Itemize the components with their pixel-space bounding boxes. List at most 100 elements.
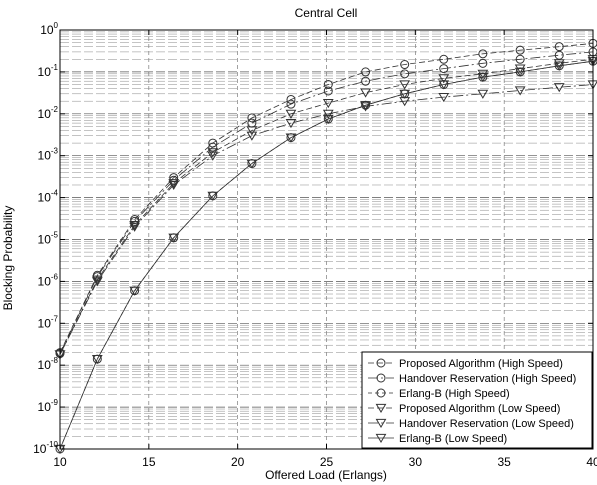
- data-point: [477, 69, 489, 79]
- x-tick-label: 30: [409, 455, 423, 469]
- data-point: [400, 69, 410, 79]
- series-line: [59, 58, 594, 355]
- data-point: [285, 118, 297, 129]
- legend-label: Handover Reservation (Low Speed): [399, 418, 574, 430]
- data-point: [207, 191, 219, 201]
- data-point: [399, 80, 411, 90]
- data-point: [247, 113, 257, 123]
- data-point: [439, 54, 449, 64]
- data-point: [246, 126, 258, 136]
- legend-marker: [376, 373, 386, 383]
- x-tick-label: 35: [497, 455, 511, 469]
- data-point: [553, 59, 565, 69]
- data-point: [438, 80, 450, 90]
- data-point: [360, 102, 371, 112]
- data-point: [477, 89, 489, 99]
- y-tick-label: 10-1: [38, 63, 59, 79]
- data-point: [361, 67, 371, 77]
- marker-layer: [54, 38, 597, 455]
- y-axis-label: Blocking Probability: [1, 206, 15, 311]
- legend: Proposed Algorithm (High Speed) Handover …: [361, 351, 593, 449]
- data-point: [168, 180, 180, 191]
- data-point: [360, 88, 371, 98]
- y-tick-label: 10-7: [38, 314, 59, 330]
- data-point: [286, 94, 296, 104]
- legend-marker: [376, 388, 386, 398]
- x-tick-label: 10: [53, 455, 67, 469]
- data-point: [91, 354, 103, 365]
- data-point: [477, 73, 489, 83]
- data-point: [323, 80, 333, 90]
- x-axis-label: Offered Load (Erlangs): [265, 468, 387, 482]
- data-point: [514, 67, 526, 77]
- y-tick-label: 10-6: [38, 272, 59, 288]
- data-point: [515, 54, 525, 64]
- data-point: [399, 89, 411, 99]
- y-tick-label: 10-3: [38, 147, 59, 163]
- y-tick-label: 10-2: [38, 105, 59, 121]
- data-point: [515, 45, 525, 55]
- legend-label: Erlang-B (Low Speed): [399, 433, 507, 445]
- y-tick-label: 10-8: [38, 356, 59, 372]
- data-point: [400, 60, 410, 70]
- x-tick-label: 15: [142, 455, 156, 469]
- data-point: [322, 114, 334, 125]
- data-point: [168, 233, 180, 243]
- data-point: [91, 275, 103, 285]
- data-point: [514, 64, 526, 74]
- data-point: [208, 142, 218, 152]
- data-point: [207, 151, 219, 161]
- legend-marker: [375, 433, 387, 444]
- data-point: [438, 74, 450, 84]
- x-tick-label: 25: [320, 455, 334, 469]
- series-line: [59, 43, 594, 353]
- data-point: [361, 76, 371, 86]
- x-tick-label: 20: [231, 455, 245, 469]
- legend-marker: [375, 418, 387, 429]
- data-point: [285, 109, 297, 119]
- series-layer: [59, 43, 594, 450]
- legend-label: Proposed Algorithm (High Speed): [399, 358, 563, 370]
- series-line: [59, 84, 594, 355]
- data-point: [322, 109, 334, 119]
- y-tick-label: 10-4: [38, 189, 59, 205]
- data-point: [91, 277, 103, 287]
- x-tick-label: 40: [586, 455, 597, 469]
- chart-title: Central Cell: [295, 6, 358, 20]
- data-point: [207, 148, 219, 158]
- data-point: [514, 86, 526, 96]
- y-tick-label: 10-9: [38, 398, 59, 414]
- data-point: [553, 83, 565, 93]
- data-point: [246, 131, 258, 141]
- data-point: [553, 61, 565, 71]
- data-point: [323, 86, 333, 96]
- legend-label: Erlang-B (High Speed): [399, 388, 510, 400]
- legend-marker: [376, 358, 386, 368]
- data-point: [168, 179, 180, 189]
- data-point: [438, 93, 450, 103]
- series-line: [59, 51, 594, 354]
- data-point: [246, 159, 258, 169]
- data-point: [360, 101, 371, 111]
- legend-label: Handover Reservation (High Speed): [399, 373, 576, 385]
- legend-box: [361, 351, 593, 449]
- data-point: [129, 222, 140, 232]
- data-point: [439, 64, 449, 74]
- data-point: [129, 286, 140, 296]
- legend-label: Proposed Algorithm (Low Speed): [399, 403, 560, 415]
- tick-layer: 10 15 20 25 30 35 40 100 10-1 10-2 10-3 10-4 10-5 10-…: [33, 21, 597, 469]
- data-point: [129, 221, 140, 231]
- data-point: [286, 99, 296, 109]
- data-point: [322, 99, 334, 109]
- data-point: [554, 42, 564, 52]
- data-point: [208, 138, 218, 148]
- data-point: [285, 133, 297, 143]
- data-point: [554, 50, 564, 60]
- data-point: [478, 58, 488, 68]
- legend-marker: [375, 403, 387, 414]
- y-tick-label: 10-5: [38, 231, 59, 247]
- data-point: [478, 49, 488, 59]
- y-tick-label: 100: [40, 21, 58, 37]
